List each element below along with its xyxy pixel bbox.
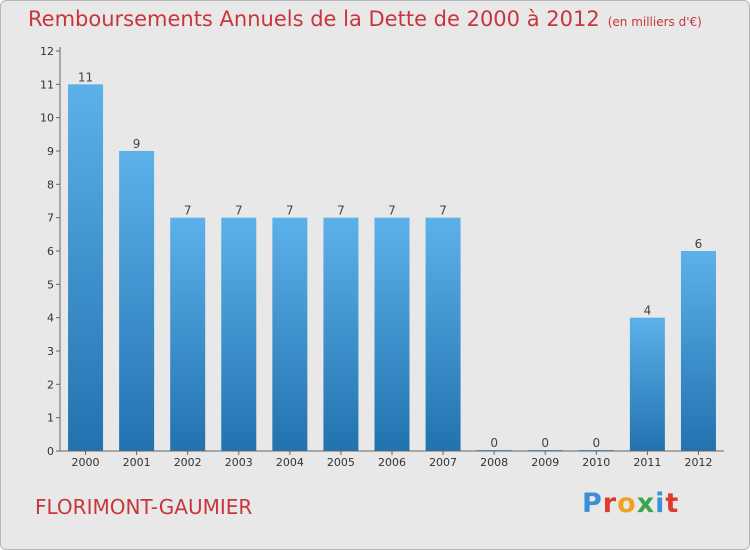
data-label: 7 [235,204,243,218]
data-label: 7 [388,204,396,218]
y-tick-label: 10 [40,112,54,125]
bar [170,217,206,451]
data-label: 11 [78,70,93,84]
y-tick-label: 1 [47,412,54,425]
data-label: 4 [644,304,652,318]
y-tick-label: 12 [40,45,54,58]
data-label: 7 [184,204,192,218]
bar [629,317,665,451]
x-tick-label: 2005 [327,456,355,469]
bar [425,217,461,451]
data-label: 0 [592,436,600,450]
y-tick-label: 7 [47,212,54,225]
x-tick-label: 2012 [684,456,712,469]
data-label: 7 [439,204,447,218]
x-tick-label: 2003 [225,456,253,469]
y-tick-label: 0 [47,445,54,458]
proxiti-logo: Proxit [582,488,680,519]
x-tick-label: 2002 [174,456,202,469]
chart-title: Remboursements Annuels de la Dette de 20… [28,7,702,31]
y-tick-label: 4 [47,312,54,325]
bar [680,251,716,451]
bar [272,217,308,451]
x-tick-label: 2008 [480,456,508,469]
y-tick-label: 8 [47,178,54,191]
data-label: 7 [286,204,294,218]
bar [221,217,257,451]
y-tick-label: 11 [40,78,54,91]
x-tick-label: 2010 [582,456,610,469]
y-tick-label: 6 [47,245,54,258]
x-tick-label: 2006 [378,456,406,469]
x-tick-label: 2001 [123,456,151,469]
data-label: 7 [337,204,345,218]
bar [323,217,359,451]
y-tick-label: 3 [47,345,54,358]
x-tick-label: 2000 [72,456,100,469]
chart-subtitle: (en milliers d'€) [607,15,702,29]
x-tick-label: 2011 [633,456,661,469]
bar [68,84,104,451]
bar [119,151,155,451]
bar [374,217,410,451]
y-tick-label: 2 [47,378,54,391]
x-tick-label: 2007 [429,456,457,469]
data-label: 6 [695,237,703,251]
chart-title-text: Remboursements Annuels de la Dette de 20… [28,7,600,31]
data-label: 0 [490,436,498,450]
x-tick-label: 2004 [276,456,304,469]
y-tick-label: 5 [47,278,54,291]
y-tick-label: 9 [47,145,54,158]
commune-name: FLORIMONT-GAUMIER [35,495,253,519]
data-label: 0 [541,436,549,450]
data-label: 9 [133,137,141,151]
x-tick-label: 2009 [531,456,559,469]
